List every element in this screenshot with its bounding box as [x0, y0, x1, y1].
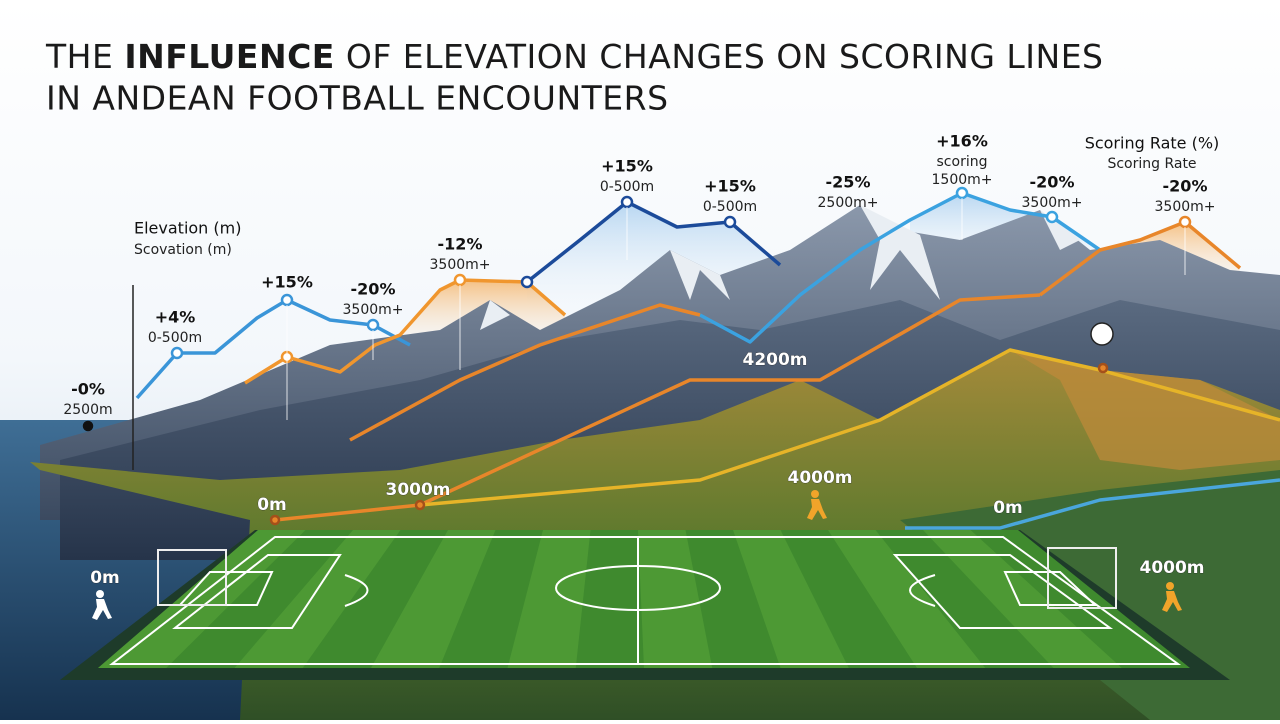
point [620, 195, 634, 209]
change-label: +15% [601, 157, 653, 176]
elevation-marker: 0m [257, 495, 287, 515]
center-circle [555, 565, 721, 611]
change-label: -20% [351, 280, 396, 299]
scoring-line [135, 298, 411, 400]
field-stripe [507, 530, 591, 668]
field-stripe [371, 530, 496, 668]
elevation-line [419, 348, 1280, 507]
point [520, 275, 534, 289]
title-text: THE [45, 37, 113, 76]
elevation-label: 0-500m [148, 330, 202, 346]
point [1097, 362, 1109, 374]
point [366, 318, 380, 332]
elevation-label: 3500m+ [343, 302, 404, 318]
penalty-arc [344, 574, 369, 607]
slope [1010, 350, 1280, 470]
scoring-line [525, 200, 782, 284]
point [955, 186, 969, 200]
point [1178, 215, 1192, 229]
title-text: OF ELEVATION CHANGES ON SCORING LINES [346, 37, 1104, 76]
elevation-line [274, 293, 1041, 522]
change-label: +16% [936, 132, 988, 151]
change-label: -20% [1030, 173, 1075, 192]
player [807, 490, 827, 520]
drop-lines [286, 198, 1186, 420]
change-label: +15% [704, 177, 756, 196]
axis-label: Scoring Rate (%) [1085, 134, 1220, 153]
goal [1047, 547, 1117, 609]
elevation-label: 3500m+ [430, 257, 491, 273]
point [269, 514, 281, 526]
change-label: -20% [1163, 177, 1208, 196]
elevation-label: 3500m+ [1155, 199, 1216, 215]
elevation-label: 0-500m [600, 179, 654, 195]
elevation-marker: 3000m [385, 480, 450, 500]
penalty-box [172, 554, 342, 629]
point [414, 499, 426, 511]
elevation-label: 1500m+ [932, 172, 993, 188]
change-label: +4% [155, 308, 196, 327]
elevation-marker: 4200m [742, 350, 807, 370]
title: IN ANDEAN FOOTBALL ENCOUNTERS [46, 79, 669, 118]
field-stripe [923, 530, 1122, 668]
change-label: +15% [261, 273, 313, 292]
field-stripe [828, 530, 986, 668]
axis-label: Elevation (m) [134, 219, 241, 238]
change-label: -12% [438, 235, 483, 254]
elevation-marker: 4000m [1139, 558, 1204, 578]
title-text: INFLUENCE [124, 37, 335, 76]
axis-sublabel: Scoring Rate [1107, 156, 1196, 172]
annotations: -0% 2500m +4% 0-500m +15% -20% 3500m+ -12% 3500m… [63, 132, 1215, 589]
point [280, 293, 294, 307]
penalty-box [892, 554, 1114, 629]
elevation-line [905, 478, 1280, 530]
goal [157, 549, 227, 606]
note-label: scoring [937, 154, 988, 170]
point [1045, 210, 1059, 224]
player [1162, 582, 1182, 612]
elevation-label: 0-500m [703, 199, 757, 215]
field-stripe [234, 530, 401, 668]
elevation-marker: 0m [993, 498, 1023, 518]
elevation-label: 3500m+ [1022, 195, 1083, 211]
goal-box [177, 571, 274, 606]
point [453, 273, 467, 287]
penalty-arc [909, 574, 936, 607]
player [92, 590, 112, 620]
field-stripe [638, 530, 713, 668]
scoring-line [699, 191, 1101, 344]
goal-box [1003, 571, 1098, 606]
field-stripe [733, 530, 849, 668]
elevation-label: 2500m [63, 402, 112, 418]
field-lines [109, 536, 1182, 665]
scoring-line [244, 278, 567, 385]
point [723, 215, 737, 229]
point [82, 420, 94, 432]
point [170, 346, 184, 360]
elevation-label: 2500m+ [818, 195, 879, 211]
title: THE INFLUENCE OF ELEVATION CHANGES ON SC… [45, 37, 1104, 76]
elevation-marker: 0m [90, 568, 120, 588]
elevation-line [349, 303, 701, 442]
touchline [109, 536, 1182, 665]
elevation-marker: 4000m [787, 468, 852, 488]
change-label: -0% [71, 380, 105, 399]
ball [1090, 322, 1114, 346]
axis-sublabel: Scovation (m) [134, 242, 232, 258]
scoring-line [1038, 220, 1242, 297]
change-label: -25% [826, 173, 871, 192]
points [82, 186, 1192, 526]
